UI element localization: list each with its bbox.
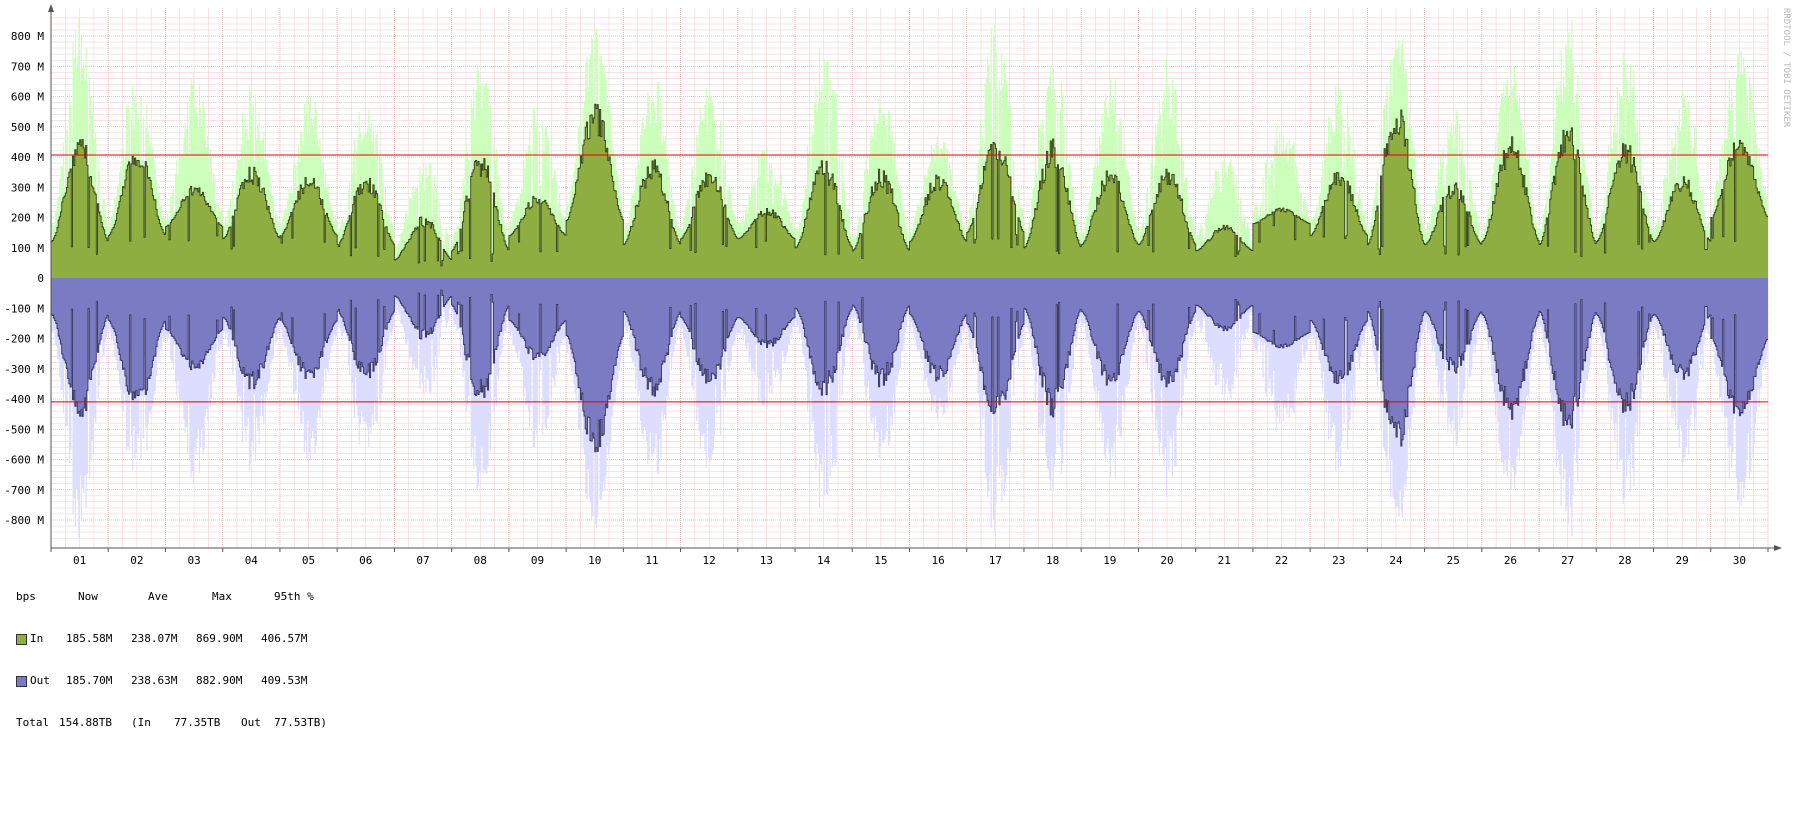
y-tick-label: 600 M (11, 91, 44, 104)
y-tick-label: -300 M (4, 363, 44, 376)
y-tick-label: 200 M (11, 212, 44, 225)
legend-out-max: 882.90M (196, 674, 243, 687)
x-tick-label: 27 (1561, 554, 1574, 567)
legend-row-total: Total 154.88TB (In 77.35TB Out 77.53TB) (16, 716, 327, 730)
out-avg-outline (51, 289, 1768, 453)
x-tick-label: 21 (1218, 554, 1231, 567)
x-tick-label: 16 (931, 554, 944, 567)
legend-col-max: Max (212, 590, 232, 603)
x-tick-label: 09 (531, 554, 544, 567)
x-tick-label: 29 (1676, 554, 1689, 567)
legend-out-p95: 409.53M (261, 674, 308, 687)
legend-total-label: Total (16, 716, 50, 729)
percentile-lines (51, 154, 1768, 403)
y-tick-label: -400 M (4, 393, 44, 406)
legend-in-max: 869.90M (196, 632, 243, 645)
x-tick-label: 18 (1046, 554, 1059, 567)
x-tick-label: 24 (1389, 554, 1403, 567)
y-tick-label: -500 M (4, 423, 44, 436)
traffic-chart: 800 M 700 M 600 M 500 M 400 M 300 M 200 M 100 M… (4, 4, 1791, 567)
legend-header-row: bps Now Ave Max 95th % (16, 590, 314, 604)
x-tick-label: 02 (130, 554, 143, 567)
chart-axes (48, 4, 1782, 552)
legend-total-in-value: 77.35TB (174, 716, 221, 729)
legend-out-now: 185.70M (66, 674, 113, 687)
x-tick-label: 08 (474, 554, 487, 567)
x-tick-label: 14 (817, 554, 831, 567)
legend-col-now: Now (78, 590, 98, 603)
y-tick-label: 300 M (11, 181, 44, 194)
legend-row-in: In 185.58M 238.07M 869.90M 406.57M (16, 632, 307, 646)
y-tick-label: -700 M (4, 484, 44, 497)
y-tick-label: 400 M (11, 151, 44, 164)
x-tick-label: 28 (1618, 554, 1631, 567)
x-tick-label: 19 (1103, 554, 1116, 567)
y-tick-label: 800 M (11, 30, 44, 43)
y-tick-label: -100 M (4, 302, 44, 315)
x-tick-label: 22 (1275, 554, 1288, 567)
watermark-text: RRDTOOL / TOBI OETIKER (1781, 8, 1791, 128)
y-tick-label: 700 M (11, 60, 44, 73)
y-tick-label: -800 M (4, 514, 44, 527)
x-tick-label: 06 (359, 554, 372, 567)
x-axis-arrow (1774, 545, 1782, 551)
out-swatch (16, 676, 27, 687)
legend-total-out-value: 77.53TB) (274, 716, 327, 729)
legend-out-ave: 238.63M (131, 674, 178, 687)
in-avg-outline (51, 103, 1768, 267)
x-tick-label: 13 (760, 554, 773, 567)
x-tick-label: 25 (1447, 554, 1460, 567)
x-tick-label: 07 (416, 554, 429, 567)
in-avg-area (51, 104, 1768, 278)
y-tick-label: 100 M (11, 242, 44, 255)
x-tick-label: 23 (1332, 554, 1345, 567)
x-tick-labels: 01 02 03 04 05 06 07 08 09 10 11 12 13 14 15 16 17 18 19 20… (73, 554, 1746, 567)
legend-in-label: In (30, 632, 44, 645)
y-tick-label: -600 M (4, 454, 44, 467)
y-axis-arrow (48, 4, 54, 12)
x-tick-label: 03 (187, 554, 200, 567)
x-tick-label: 04 (245, 554, 259, 567)
y-tick-label: -200 M (4, 333, 44, 346)
x-tick-label: 30 (1733, 554, 1746, 567)
x-tick-label: 10 (588, 554, 601, 567)
x-tick-label: 11 (645, 554, 658, 567)
legend-out-label: Out (30, 674, 50, 687)
legend-total-value: 154.88TB (59, 716, 112, 729)
in-swatch (16, 634, 27, 645)
legend-in-ave: 238.07M (131, 632, 178, 645)
x-tick-label: 15 (874, 554, 887, 567)
legend-row-out: Out 185.70M 238.63M 882.90M 409.53M (16, 674, 307, 688)
x-tick-label: 26 (1504, 554, 1517, 567)
x-tick-label: 17 (989, 554, 1002, 567)
chart-areas (51, 17, 1768, 539)
y-tick-labels: 800 M 700 M 600 M 500 M 400 M 300 M 200 M 100 M… (4, 30, 44, 527)
out-avg-area (51, 278, 1768, 452)
x-tick-label: 12 (703, 554, 716, 567)
chart-legend: bps Now Ave Max 95th % In 185.58M 238.07… (16, 562, 327, 744)
y-tick-label: 0 (37, 272, 44, 285)
y-tick-label: 500 M (11, 121, 44, 134)
legend-in-p95: 406.57M (261, 632, 308, 645)
legend-col-ave: Ave (148, 590, 168, 603)
legend-total-out-label: Out (241, 716, 261, 729)
legend-in-now: 185.58M (66, 632, 113, 645)
x-tick-label: 20 (1160, 554, 1173, 567)
legend-unit: bps (16, 590, 36, 603)
x-tick-label: 01 (73, 554, 86, 567)
legend-col-95: 95th % (274, 590, 314, 603)
legend-total-in-label: (In (131, 716, 151, 729)
x-tick-label: 05 (302, 554, 315, 567)
